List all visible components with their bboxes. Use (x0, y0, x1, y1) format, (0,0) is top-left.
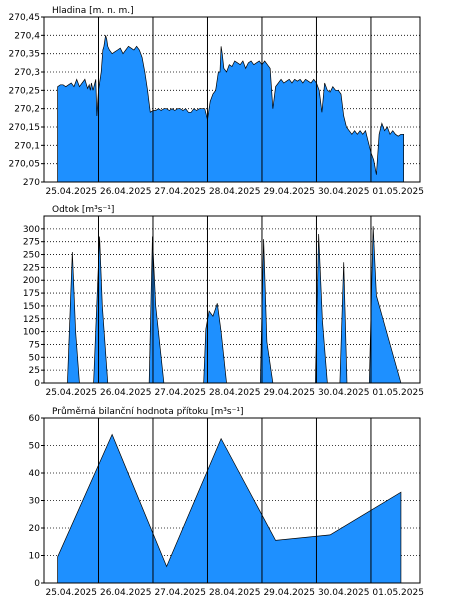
y-tick-label: 0 (34, 379, 40, 389)
x-tick-label: 25.04.2025 (45, 588, 97, 598)
y-tick-label: 270,35 (9, 50, 41, 60)
y-tick-label: 50 (29, 353, 41, 363)
x-tick-label: 26.04.2025 (100, 588, 152, 598)
plot-frame (43, 215, 421, 384)
y-tick-label: 250 (23, 251, 40, 261)
plot-frame (43, 16, 421, 183)
y-tick-label: 270,15 (9, 123, 41, 133)
x-tick-label: 25.04.2025 (45, 187, 97, 197)
y-tick-label: 300 (23, 225, 40, 235)
series-area (57, 433, 402, 584)
x-tick-label: 29.04.2025 (263, 388, 315, 398)
y-tick-label: 270,3 (14, 68, 40, 78)
panel-title: Odtok [m³s⁻¹] (52, 205, 114, 215)
y-tick-label: 270,25 (9, 86, 41, 96)
x-tick-label: 26.04.2025 (100, 388, 152, 398)
x-tick-label: 29.04.2025 (263, 187, 315, 197)
y-tick-label: 20 (29, 524, 41, 534)
x-tick-label: 25.04.2025 (45, 388, 97, 398)
y-tick-label: 25 (29, 366, 40, 376)
x-tick-label: 28.04.2025 (209, 388, 261, 398)
y-tick-label: 270 (23, 178, 40, 188)
chart-panel-3: Průměrná bilanční hodnota přítoku [m³s⁻¹… (29, 406, 424, 598)
y-tick-label: 125 (23, 315, 40, 325)
y-tick-label: 270,4 (14, 31, 40, 41)
y-tick-label: 225 (23, 263, 40, 273)
y-tick-label: 50 (29, 442, 41, 452)
x-tick-label: 01.05.2025 (372, 187, 424, 197)
panel-title: Hladina [m. n. m.] (52, 6, 134, 16)
x-tick-label: 27.04.2025 (154, 388, 206, 398)
x-tick-label: 30.04.2025 (318, 388, 370, 398)
x-tick-label: 30.04.2025 (318, 588, 370, 598)
x-tick-label: 27.04.2025 (154, 588, 206, 598)
y-tick-label: 150 (23, 302, 40, 312)
y-tick-label: 100 (23, 328, 40, 338)
y-tick-label: 75 (29, 340, 40, 350)
y-tick-label: 60 (29, 414, 41, 424)
x-tick-label: 28.04.2025 (209, 187, 261, 197)
x-tick-label: 29.04.2025 (263, 588, 315, 598)
y-tick-label: 270,1 (14, 141, 40, 151)
y-tick-label: 270,45 (9, 13, 41, 23)
y-tick-label: 200 (23, 276, 40, 286)
x-tick-label: 01.05.2025 (372, 588, 424, 598)
y-tick-label: 40 (29, 469, 41, 479)
y-tick-label: 0 (34, 579, 40, 589)
x-tick-label: 26.04.2025 (100, 187, 152, 197)
y-tick-label: 10 (29, 552, 41, 562)
x-tick-label: 28.04.2025 (209, 588, 261, 598)
series-area (57, 35, 405, 183)
series-area (57, 226, 404, 384)
chart-panel-1: Hladina [m. n. m.] 270 270,05 270,1 270,15 27… (9, 6, 424, 197)
y-tick-label: 270,05 (9, 160, 41, 170)
x-tick-label: 01.05.2025 (372, 388, 424, 398)
panel-title: Průměrná bilanční hodnota přítoku [m³s⁻¹… (52, 406, 243, 417)
x-tick-label: 27.04.2025 (154, 187, 206, 197)
y-tick-label: 30 (29, 497, 41, 507)
plot-frame (43, 417, 421, 584)
y-tick-label: 270,2 (14, 105, 40, 115)
chart-panel-2: Odtok [m³s⁻¹] 0 25 50 75 100 125 150 175 200 225 25… (23, 205, 424, 398)
y-tick-label: 175 (23, 289, 40, 299)
x-tick-label: 30.04.2025 (318, 187, 370, 197)
y-tick-label: 275 (23, 238, 40, 248)
